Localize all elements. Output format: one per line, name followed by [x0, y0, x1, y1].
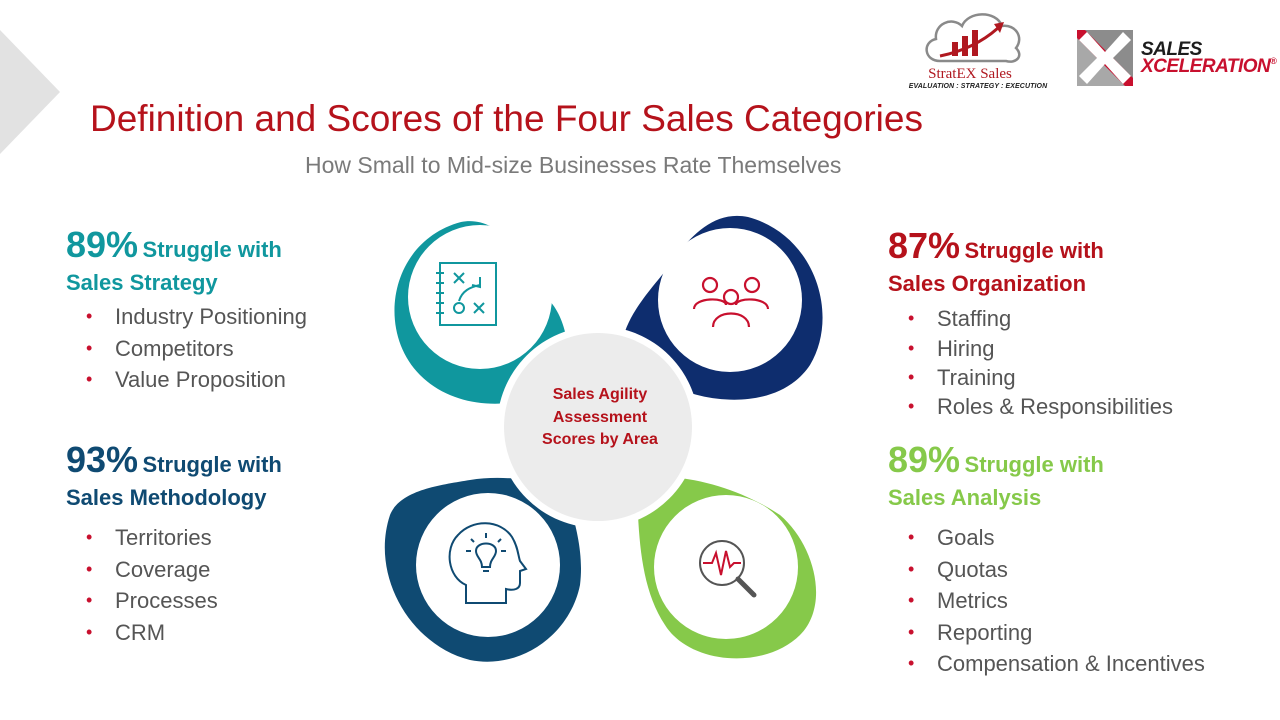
- category-percent: 89%: [888, 439, 961, 480]
- strategy-plan-icon: [436, 262, 497, 326]
- category-item-list: • Industry Positioning • Competitors • Valu…: [66, 301, 307, 396]
- list-item: • Territories: [86, 525, 212, 551]
- category-name: Sales Analysis: [888, 484, 1042, 510]
- list-item: • Processes: [86, 588, 218, 614]
- list-item: • Hiring: [908, 335, 995, 361]
- list-item: • Reporting: [908, 619, 1033, 645]
- list-item: • Staffing: [908, 306, 1012, 332]
- category-sales-organization: 87% Struggle with Sales Organization • St…: [888, 223, 1173, 422]
- petal-inner-circle: [416, 493, 560, 637]
- category-item-list: • Territories • Coverage • Processes • CRM: [66, 522, 282, 648]
- center-circle: [504, 333, 692, 521]
- category-struggle-text: Struggle with: [142, 237, 282, 262]
- category-item-list: • Staffing • Hiring • Training • Roles & Res…: [888, 304, 1173, 421]
- category-heading: 89% Struggle with Sales Analysis: [888, 437, 1205, 512]
- petal-inner-circle: [408, 225, 552, 369]
- category-item-list: • Goals • Quotas • Metrics • Reporting • Comp…: [888, 522, 1205, 680]
- lightbulb-head-icon: [448, 522, 528, 604]
- category-struggle-text: Struggle with: [964, 452, 1104, 477]
- category-heading: 89% Struggle with Sales Strategy: [66, 222, 307, 297]
- list-item: • Roles & Responsibilities: [908, 394, 1173, 420]
- x-mark-logo-icon: [1077, 30, 1133, 86]
- cloud-chart-logo-icon: [925, 13, 1021, 63]
- category-heading: 87% Struggle with Sales Organization: [888, 223, 1173, 298]
- people-group-icon: [692, 276, 770, 328]
- petal-inner-circle: [654, 495, 798, 639]
- logo-text-xceleration: XCELERATION®: [1141, 56, 1277, 77]
- category-sales-strategy: 89% Struggle with Sales Strategy • Indust…: [66, 222, 307, 396]
- corner-arrow-decoration: [0, 30, 60, 154]
- list-item: • Training: [908, 364, 1016, 390]
- category-name: Sales Organization: [888, 270, 1087, 296]
- logo-text-sales: SALES: [1141, 39, 1202, 60]
- list-item: • CRM: [86, 619, 166, 645]
- stratex-logo: StratEX Sales EVALUATION : STRATEGY : EX…: [900, 6, 1060, 92]
- category-heading: 93% Struggle with Sales Methodology: [66, 437, 282, 512]
- petal-inner-circle: [658, 228, 802, 372]
- category-struggle-text: Struggle with: [964, 238, 1104, 263]
- category-percent: 87%: [888, 225, 961, 266]
- category-struggle-text: Struggle with: [142, 452, 282, 477]
- category-percent: 93%: [66, 439, 139, 480]
- list-item: • Value Proposition: [86, 367, 286, 393]
- category-sales-analysis: 89% Struggle with Sales Analysis • Goals …: [888, 437, 1205, 680]
- page-subtitle: How Small to Mid-size Businesses Rate Th…: [305, 152, 842, 178]
- category-percent: 89%: [66, 224, 139, 265]
- category-name: Sales Strategy: [66, 269, 218, 295]
- category-name: Sales Methodology: [66, 484, 267, 510]
- category-sales-methodology: 93% Struggle with Sales Methodology • Ter…: [66, 437, 282, 648]
- page-title: Definition and Scores of the Four Sales …: [90, 98, 923, 139]
- center-label: Sales Agility Assessment Scores by Area: [542, 386, 658, 448]
- list-item: • Coverage: [86, 556, 211, 582]
- list-item: • Quotas: [908, 556, 1008, 582]
- four-petal-diagram: [384, 215, 823, 662]
- list-item: • Competitors: [86, 335, 234, 361]
- list-item: • Compensation & Incentives: [908, 651, 1205, 677]
- sales-xceleration-logo: SALES XCELERATION®: [1077, 30, 1277, 86]
- list-item: • Goals: [908, 525, 995, 551]
- list-item: • Industry Positioning: [86, 304, 307, 330]
- stratex-logo-tagline: EVALUATION : STRATEGY : EXECUTION: [908, 83, 1048, 90]
- analytics-magnifier-icon: [699, 540, 757, 598]
- list-item: • Metrics: [908, 588, 1008, 614]
- stratex-logo-name: StratEX Sales: [928, 66, 1012, 82]
